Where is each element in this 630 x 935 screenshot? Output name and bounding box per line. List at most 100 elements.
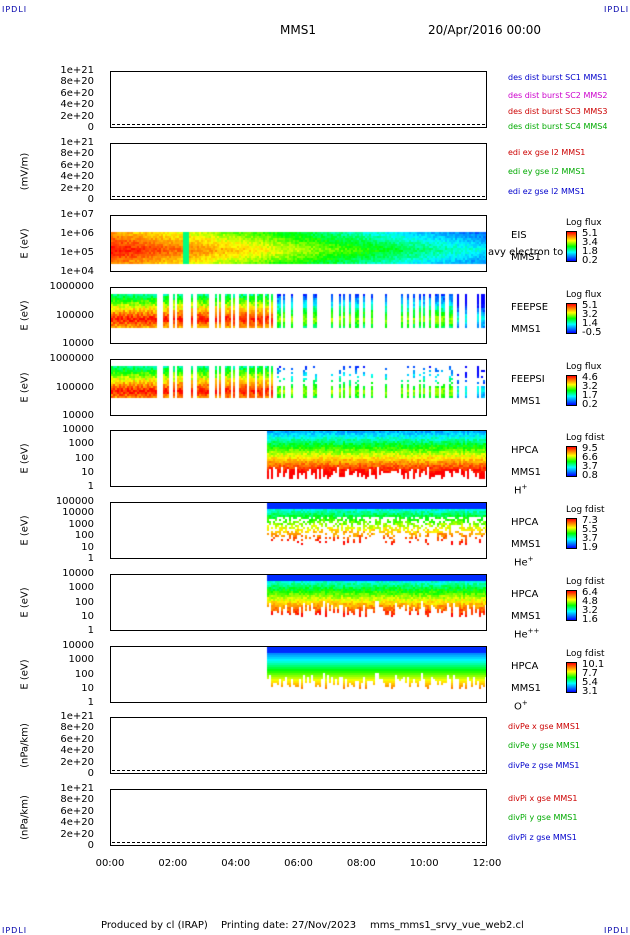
y-tick-label: 1e+04 [60,266,94,277]
colorbar [566,231,577,262]
colorbar-value: 6.6 [582,452,598,463]
y-tick-label: 1000 [68,654,94,666]
legend-entry: divPi y gse MMS1 [508,813,578,822]
spectrogram-hpca_he [111,503,486,558]
y-tick-label: 2e+20 [60,110,94,122]
spectrogram-feepse [111,288,486,343]
colorbar-value: 4.6 [582,372,598,383]
y-tick-label: 100 [74,596,94,608]
y-tick-label: 8e+20 [60,794,94,806]
corner-label-br: IPDLI [604,926,630,935]
colorbar-value: 1.4 [582,318,598,329]
y-tick-label: 1e+05 [60,247,94,258]
colorbar-value: 3.4 [582,237,598,248]
colorbar-value: 0.8 [582,470,598,481]
legend-entry: des dist burst SC2 MMS2 [508,91,608,100]
panel-des [110,71,487,128]
x-tick-label: 00:00 [95,858,125,869]
colorbar-value: 3.2 [582,309,598,320]
species-name: O [514,701,522,713]
y-tick-label: 4e+20 [60,99,94,111]
y-tick-label: 1000 [68,438,94,450]
y-tick-label: 1e+21 [60,711,94,722]
colorbar-title: Log fdist [566,577,605,587]
y-tick-label: 1e+21 [60,137,94,148]
colorbar-value: 1.7 [582,390,598,401]
colorbar-value: 5.5 [582,524,598,535]
y-tick-label: 10000 [62,640,94,651]
colorbar-value: 1.6 [582,614,598,625]
footer-produced: Produced by cl (IRAP) [101,920,208,931]
colorbar-value: 9.5 [582,443,598,454]
colorbar [566,518,577,549]
y-tick-label: 10 [81,610,94,622]
y-tick-label: 2e+20 [60,756,94,768]
y-tick-label: 1 [87,481,94,492]
instrument-label: HPCA [511,661,539,672]
y-tick-label: 0 [87,840,94,851]
corner-label-tr: IPDLI [604,5,630,14]
y-tick-label: 1 [87,625,94,636]
y-tick-label: 0 [87,194,94,205]
legend-entry: edi ex gse l2 MMS1 [508,148,586,157]
instrument-label: MMS1 [511,683,541,694]
colorbar-value: 3.1 [582,686,598,697]
species-label: He++ [514,627,539,640]
y-tick-label: 1000000 [49,281,94,292]
x-tick-label: 08:00 [346,858,376,869]
species-label: He+ [514,555,534,568]
y-tick-label: 6e+20 [60,805,94,817]
legend-entry: divPe z gse MMS1 [508,761,580,770]
instrument-label: MMS1 [511,396,541,407]
colorbar-value: 3.2 [582,381,598,392]
zero-line [112,196,485,197]
y-tick-label: 100000 [55,309,94,321]
colorbar-title: Log fdist [566,505,605,515]
overlay-label: avy electron to [488,247,564,258]
corner-label-bl: IPDLI [2,926,28,935]
colorbar-title: Log flux [566,290,602,300]
instrument-label: MMS1 [511,611,541,622]
species-charge: + [527,555,534,563]
x-tick-label: 12:00 [472,858,502,869]
legend-entry: des dist burst SC4 MMS4 [508,122,608,131]
colorbar [566,375,577,406]
species-name: He [514,629,528,641]
y-tick-label: 4e+20 [60,171,94,183]
colorbar [566,303,577,334]
y-tick-label: 4e+20 [60,745,94,757]
mission-title: MMS1 [280,23,316,37]
y-tick-label: 100 [74,668,94,680]
instrument-label: MMS1 [511,324,541,335]
species-charge: ++ [527,627,540,635]
y-tick-label: 10000 [62,507,94,519]
colorbar-value: 3.7 [582,533,598,544]
species-name: H [514,485,522,497]
colorbar-value: 3.7 [582,461,598,472]
colorbar [566,446,577,477]
colorbar-value: 7.7 [582,668,598,679]
legend-entry: edi ez gse l2 MMS1 [508,187,585,196]
y-tick-label: 10000 [62,568,94,579]
colorbar [566,590,577,621]
y-tick-label: 1000 [68,582,94,594]
instrument-label: EIS [511,230,527,241]
colorbar-title: Log fdist [566,433,605,443]
y-tick-label: 2e+20 [60,828,94,840]
spectrogram-hpca_h [111,431,486,486]
y-tick-label: 1e+21 [60,65,94,76]
y-tick-label: 6e+20 [60,87,94,99]
y-tick-label: 1000 [68,518,94,530]
instrument-label: MMS1 [511,539,541,550]
corner-label-tl: IPDLI [2,5,28,14]
species-charge: + [521,483,528,491]
colorbar-value: 1.8 [582,246,598,257]
species-label: O+ [514,699,528,712]
instrument-label: MMS1 [511,467,541,478]
colorbar-value: 0.2 [582,399,598,410]
colorbar-title: Log flux [566,362,602,372]
y-tick-label: 10000 [62,424,94,435]
species-label: H+ [514,483,527,496]
instrument-label: FEEPSI [511,374,545,385]
colorbar-value: 0.2 [582,255,598,266]
